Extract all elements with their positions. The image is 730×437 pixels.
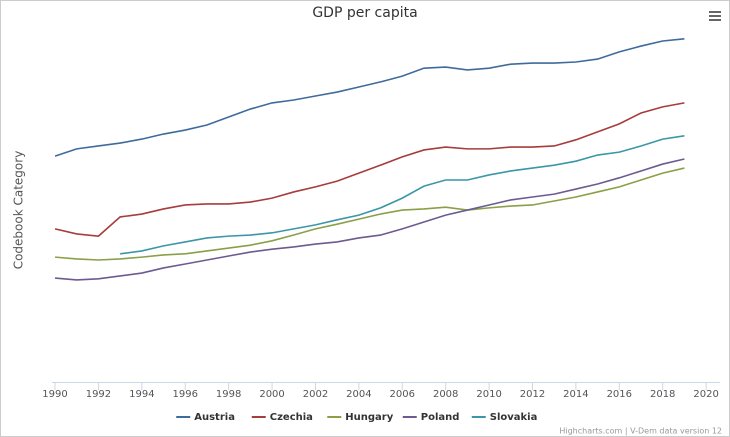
- x-tick-label: 2002: [303, 389, 328, 400]
- legend-label[interactable]: Poland: [421, 412, 460, 423]
- x-tick-label: 1998: [216, 389, 241, 400]
- y-axis-label: Codebook Category: [12, 151, 26, 270]
- series-line: [54, 158, 685, 281]
- x-tick-label: 2012: [520, 389, 545, 400]
- x-tick-label: 2014: [563, 389, 588, 400]
- chart-title: GDP per capita: [312, 5, 417, 21]
- series-line: [54, 102, 685, 237]
- menu-bar: [709, 19, 721, 21]
- x-tick-label: 2018: [650, 389, 675, 400]
- x-tick-label: 1990: [42, 389, 67, 400]
- series-line: [120, 135, 685, 255]
- x-tick-label: 2004: [346, 389, 371, 400]
- menu-bar: [709, 15, 721, 17]
- legend-label[interactable]: Czechia: [270, 412, 313, 423]
- legend-label[interactable]: Hungary: [345, 412, 393, 423]
- credits[interactable]: Highcharts.com | V-Dem data version 12: [559, 427, 722, 436]
- menu-bar: [709, 11, 721, 13]
- x-tick-label: 2008: [433, 389, 458, 400]
- legend-label[interactable]: Austria: [194, 412, 235, 423]
- x-tick-label: 2020: [693, 389, 718, 400]
- x-tick-label: 2016: [607, 389, 632, 400]
- x-tick-label: 2010: [476, 389, 501, 400]
- x-tick-label: 1994: [129, 389, 154, 400]
- series-line: [54, 38, 685, 157]
- legend-label[interactable]: Slovakia: [490, 412, 538, 423]
- x-tick-label: 2000: [259, 389, 284, 400]
- x-tick-label: 1992: [86, 389, 111, 400]
- x-tick-label: 2006: [390, 389, 415, 400]
- menu-button[interactable]: [706, 8, 724, 24]
- series-line: [54, 167, 685, 261]
- x-tick-label: 1996: [173, 389, 198, 400]
